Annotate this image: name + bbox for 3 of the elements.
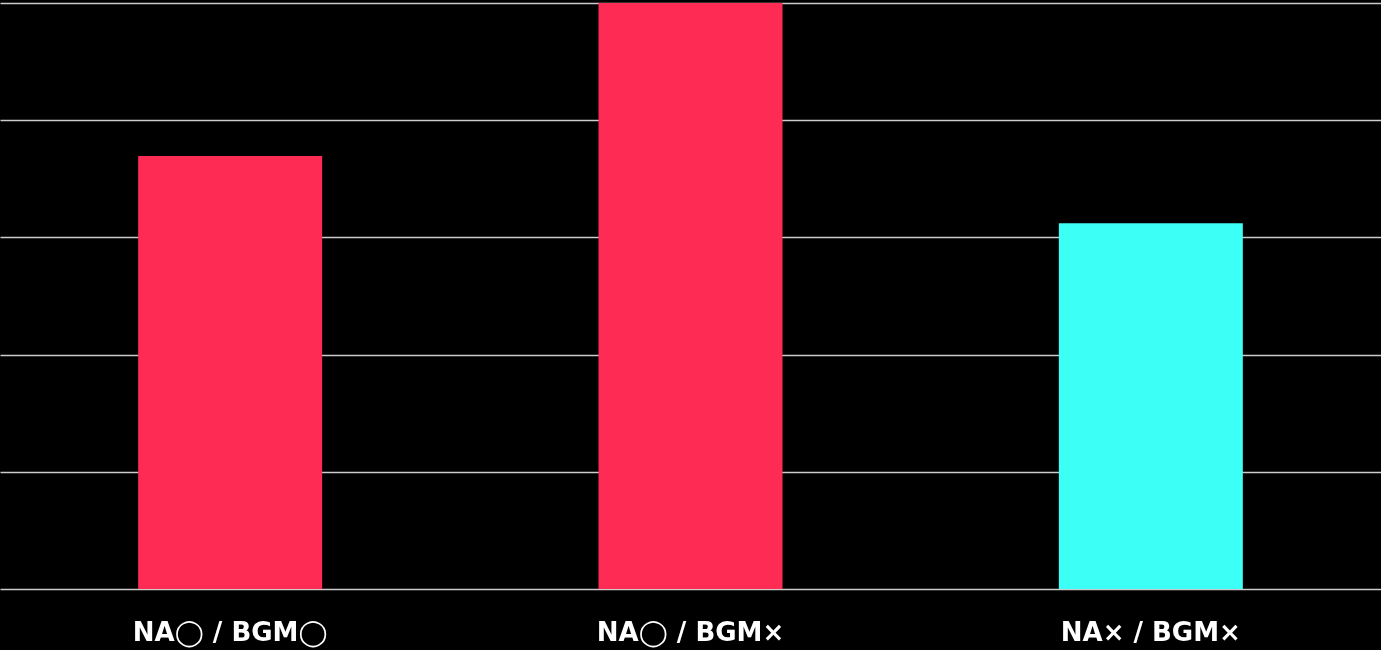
x-tick-label: NA◯ / BGM×	[596, 616, 785, 648]
x-tick-label: NA× / BGM×	[1060, 616, 1241, 647]
x-tick-label: NA◯ / BGM◯	[132, 616, 328, 648]
